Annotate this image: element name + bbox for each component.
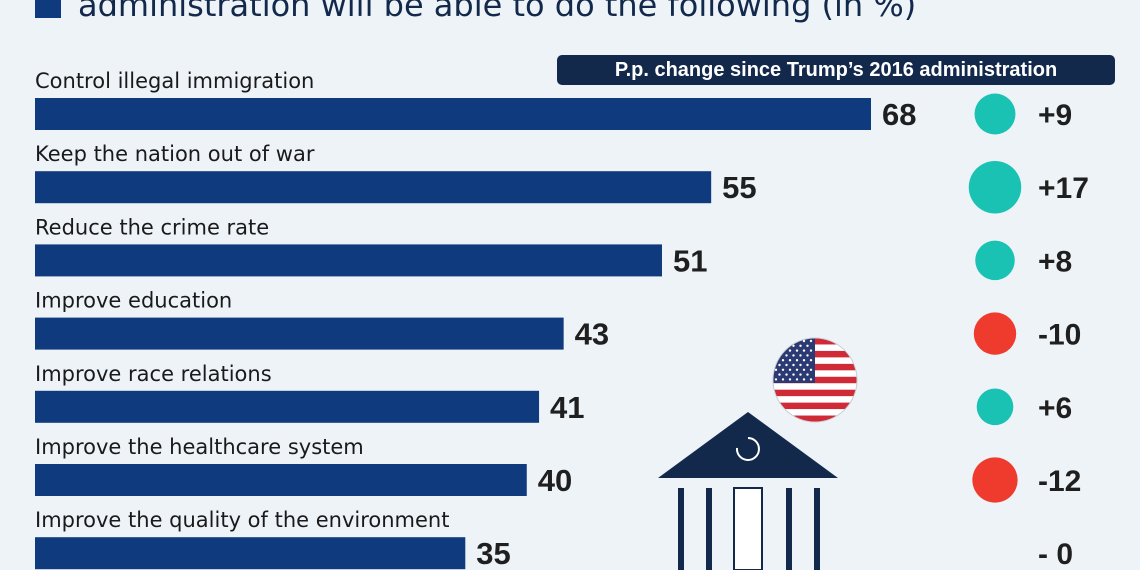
bar-value-label: 40 (538, 463, 572, 498)
chart-rows: Control illegal immigration 68 +9 Keep the … (35, 69, 1089, 570)
category-label: Improve the quality of the environment (35, 508, 449, 532)
bar-value-label: 55 (722, 170, 756, 205)
bar-value-label: 68 (882, 97, 916, 132)
bar (35, 537, 466, 570)
change-value-label: -10 (1038, 319, 1081, 352)
bar (35, 390, 540, 423)
bar-value-label: 41 (550, 390, 584, 425)
category-label: Reduce the crime rate (35, 215, 269, 239)
change-value-label: +8 (1038, 245, 1072, 278)
change-dot (974, 93, 1016, 135)
bar-value-label: 35 (476, 536, 510, 570)
change-value-label: - 0 (1038, 538, 1073, 570)
bar (35, 98, 871, 130)
category-label: Improve education (35, 289, 232, 313)
bar (35, 244, 662, 277)
chart-title: administration will be able to do the fo… (78, 0, 917, 24)
government-building-icon (658, 412, 838, 570)
change-dot (972, 457, 1018, 503)
category-label: Keep the nation out of war (35, 142, 315, 166)
change-dot (973, 312, 1017, 355)
bar-value-label: 51 (673, 243, 707, 278)
change-value-label: -12 (1038, 465, 1081, 498)
change-value-label: +9 (1038, 99, 1072, 132)
change-dot (968, 160, 1022, 214)
flag-outline (772, 337, 858, 423)
legend-square (35, 0, 61, 18)
bar (35, 317, 564, 350)
change-dot (975, 240, 1015, 281)
bar-value-label: 43 (575, 317, 609, 352)
category-label: Improve the healthcare system (35, 435, 364, 459)
change-value-label: +6 (1038, 392, 1072, 425)
bar (35, 171, 712, 204)
change-value-label: +17 (1038, 172, 1089, 205)
change-column-header: P.p. change since Trump’s 2016 administr… (557, 55, 1115, 85)
bar (35, 464, 527, 496)
change-dot (976, 388, 1014, 426)
category-label: Improve race relations (35, 362, 272, 386)
category-label: Control illegal immigration (35, 69, 314, 93)
